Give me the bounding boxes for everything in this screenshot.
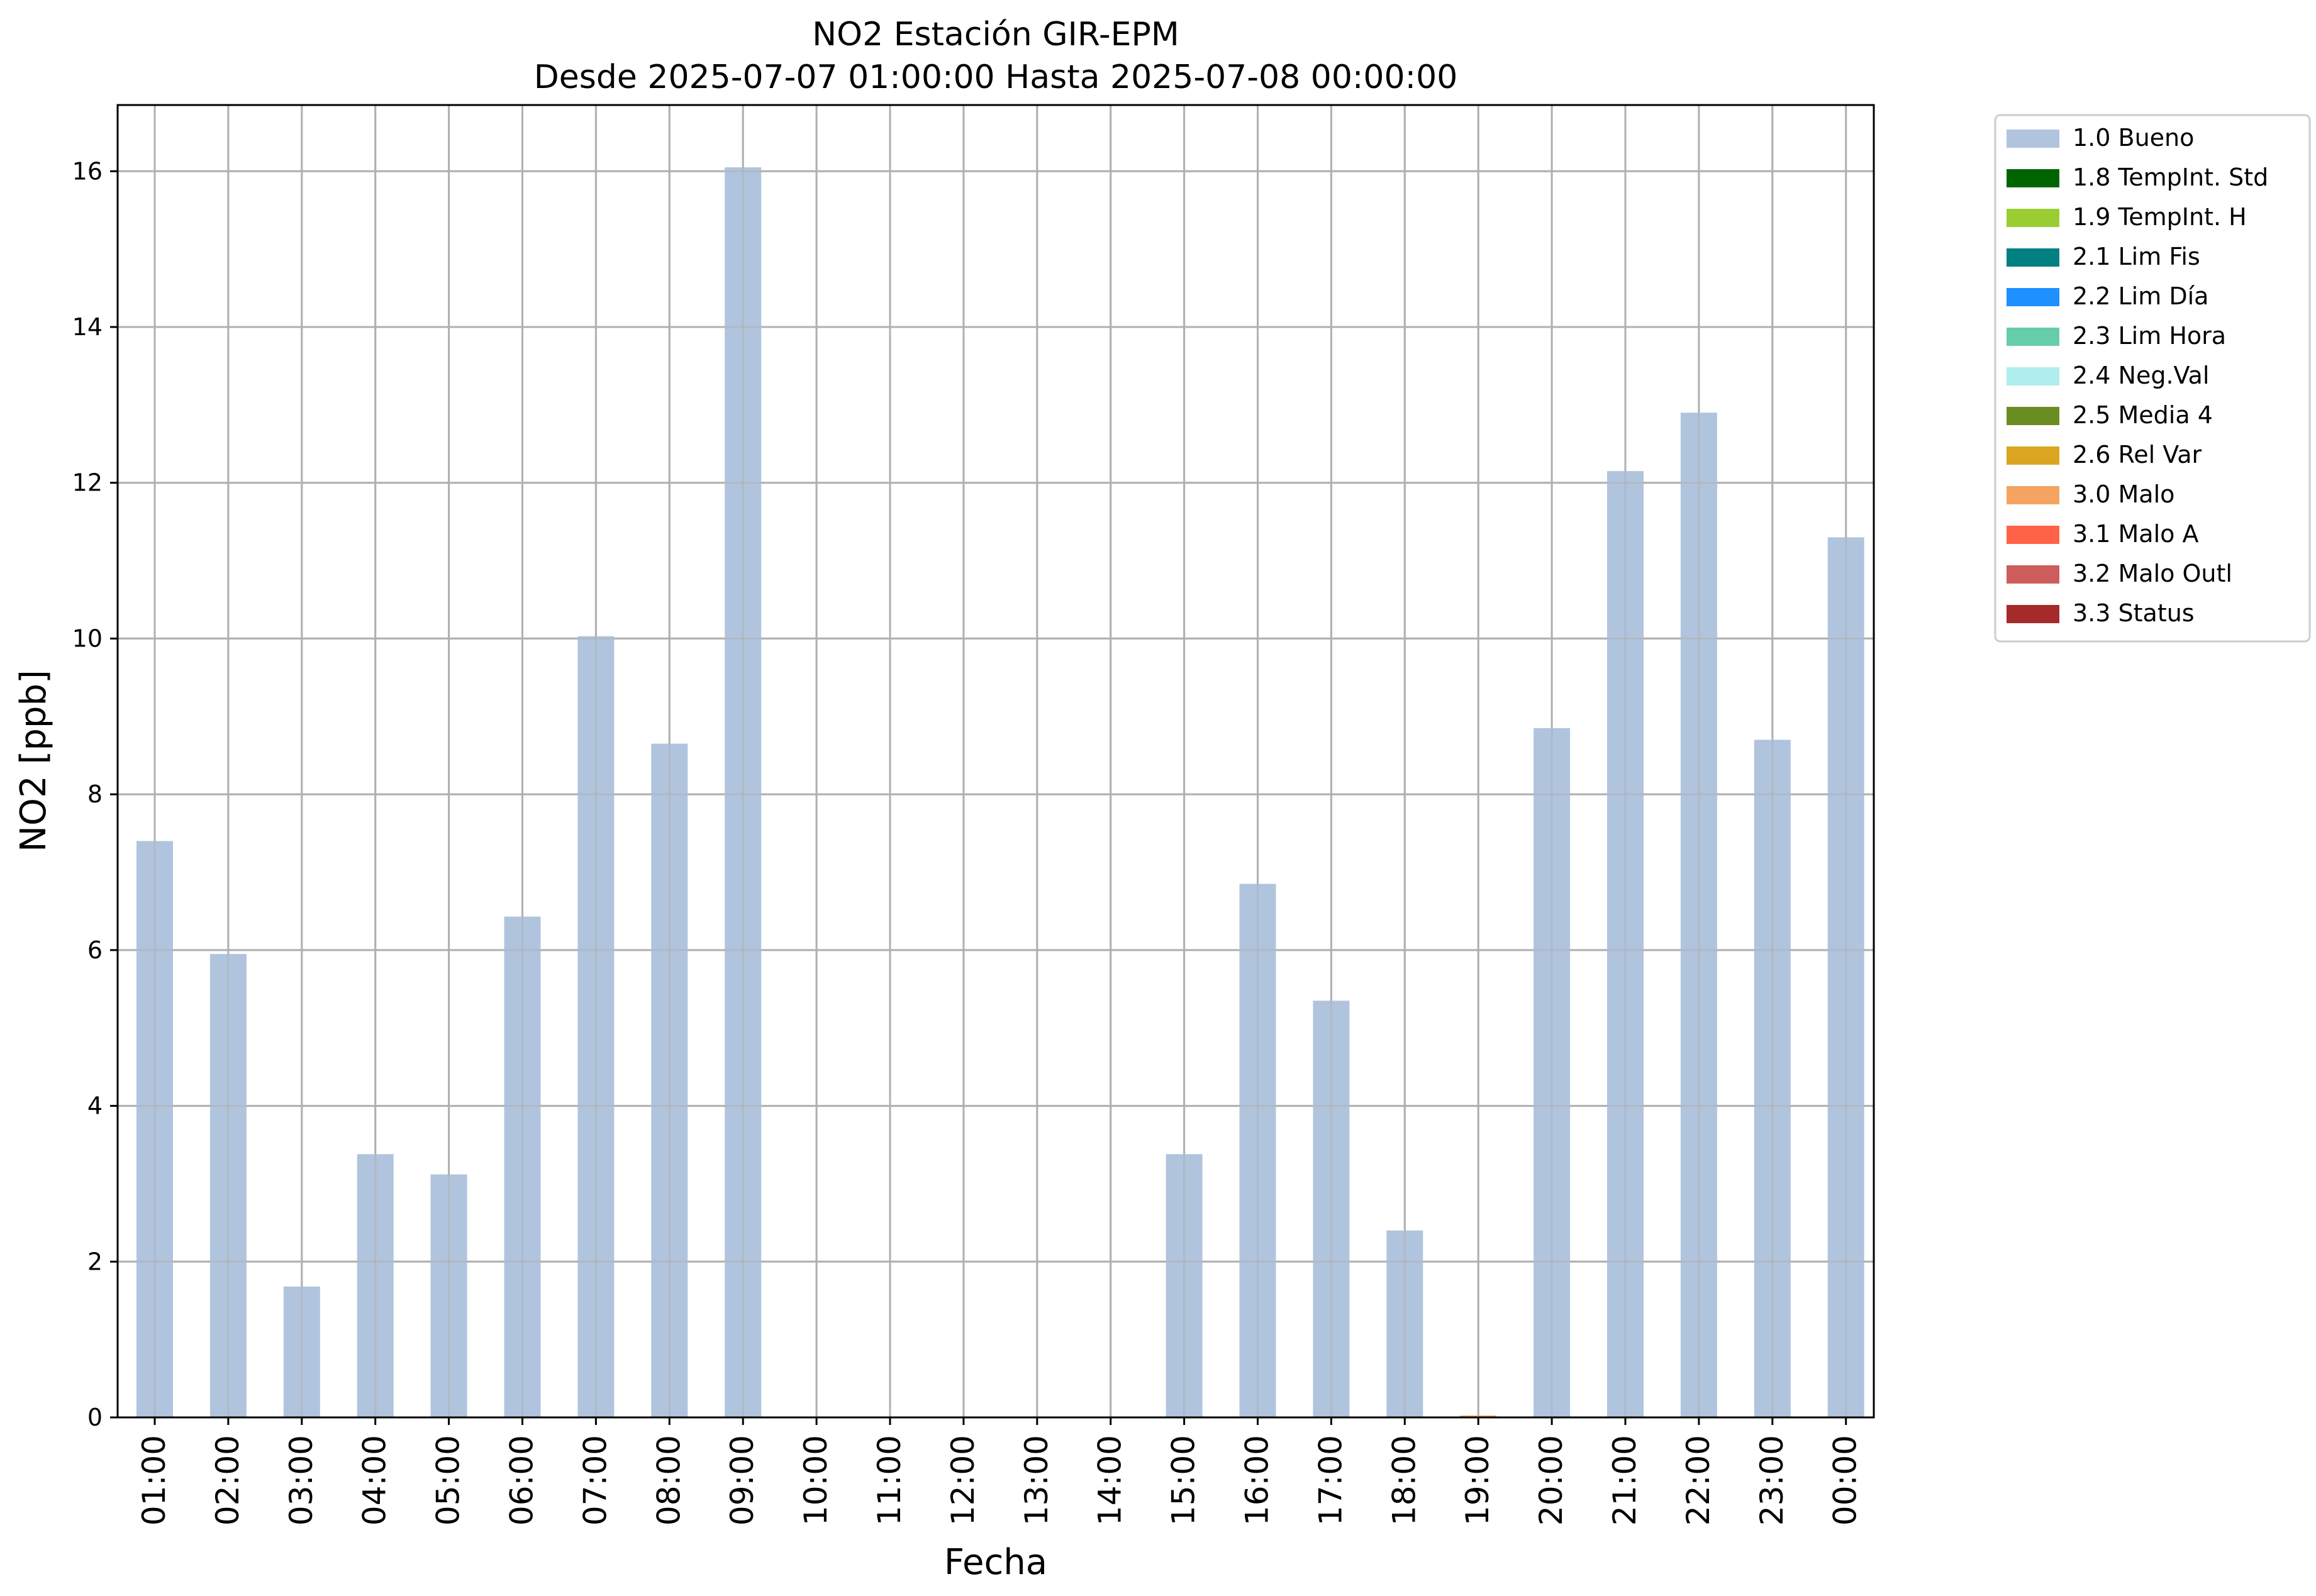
y-axis: 0 2 4 6 8 10 12 14 16	[72, 157, 118, 1431]
x-tick-label: 16:00	[1239, 1435, 1276, 1526]
x-tick-label: 09:00	[724, 1435, 760, 1526]
x-tick-label: 03:00	[283, 1435, 320, 1526]
x-tick-label: 08:00	[650, 1435, 687, 1526]
y-tick-label: 2	[87, 1248, 103, 1275]
legend-swatch	[2007, 407, 2059, 425]
y-tick-label: 8	[87, 780, 103, 808]
legend: 1.0 Bueno 1.8 TempInt. Std 1.9 TempInt. H 2…	[1994, 114, 2311, 643]
x-tick-label: 17:00	[1312, 1435, 1349, 1526]
legend-swatch	[2007, 248, 2059, 267]
y-tick-label: 6	[87, 936, 103, 964]
legend-swatch	[2007, 367, 2059, 385]
x-tick-label: 05:00	[430, 1435, 467, 1526]
legend-label: 3.0 Malo	[2073, 480, 2174, 508]
legend-label: 1.0 Bueno	[2073, 124, 2194, 152]
legend-swatch	[2007, 130, 2059, 148]
x-tick-label: 04:00	[357, 1435, 393, 1526]
legend-swatch	[2007, 605, 2059, 623]
y-tick-label: 4	[87, 1092, 103, 1120]
legend-label: 3.1 Malo A	[2073, 520, 2198, 548]
x-tick-label: 14:00	[1092, 1435, 1128, 1526]
x-tick-label: 11:00	[871, 1435, 908, 1526]
legend-swatch	[2007, 446, 2059, 465]
legend-frame	[1994, 114, 2311, 643]
x-tick-label: 21:00	[1606, 1435, 1643, 1526]
legend-label: 2.1 Lim Fis	[2073, 243, 2200, 270]
legend-swatch	[2007, 526, 2059, 544]
legend-label: 2.3 Lim Hora	[2073, 322, 2226, 350]
x-tick-label: 22:00	[1680, 1435, 1717, 1526]
y-tick-label: 14	[72, 313, 103, 341]
x-tick-label: 06:00	[504, 1435, 540, 1526]
legend-label: 1.8 TempInt. Std	[2073, 163, 2268, 191]
chart-title: NO2 Estación GIR-EPM	[812, 16, 1179, 53]
legend-swatch	[2007, 328, 2059, 346]
x-tick-label: 13:00	[1018, 1435, 1055, 1526]
x-tick-label: 23:00	[1754, 1435, 1790, 1526]
y-tick-label: 16	[72, 157, 103, 185]
plot-frame	[116, 104, 1875, 1419]
legend-label: 2.5 Media 4	[2073, 401, 2213, 429]
x-tick-label: 20:00	[1533, 1435, 1569, 1526]
legend-swatch	[2007, 209, 2059, 227]
legend-label: 2.2 Lim Día	[2073, 282, 2208, 310]
legend-label: 1.9 TempInt. H	[2073, 203, 2247, 231]
x-tick-label: 02:00	[209, 1435, 246, 1526]
x-tick-label: 07:00	[577, 1435, 613, 1526]
legend-swatch	[2007, 565, 2059, 584]
x-tick-label: 10:00	[798, 1435, 834, 1526]
legend-label: 2.6 Rel Var	[2073, 441, 2202, 468]
legend-swatch	[2007, 169, 2059, 187]
x-tick-label: 18:00	[1386, 1435, 1422, 1526]
legend-swatch	[2007, 486, 2059, 504]
legend-label: 2.4 Neg.Val	[2073, 362, 2209, 389]
legend-label: 3.2 Malo Outl	[2073, 560, 2232, 587]
x-axis-label: Fecha	[944, 1542, 1047, 1583]
legend-label: 3.3 Status	[2073, 599, 2195, 627]
y-tick-label: 0	[87, 1404, 103, 1431]
x-tick-label: 15:00	[1166, 1435, 1202, 1526]
y-tick-label: 10	[72, 624, 103, 652]
legend-swatch	[2007, 288, 2059, 306]
y-tick-label: 12	[72, 469, 103, 497]
chart-subtitle: Desde 2025-07-07 01:00:00 Hasta 2025-07-…	[534, 58, 1458, 96]
x-tick-label: 00:00	[1827, 1435, 1864, 1526]
x-tick-label: 12:00	[945, 1435, 981, 1526]
y-axis-label: NO2 [ppb]	[13, 670, 54, 852]
x-tick-label: 19:00	[1459, 1435, 1496, 1526]
x-tick-label: 01:00	[136, 1435, 172, 1526]
x-axis: 01:00 02:00 03:00 04:00 05:00 06:00 07:00 08:00…	[136, 1417, 1864, 1526]
